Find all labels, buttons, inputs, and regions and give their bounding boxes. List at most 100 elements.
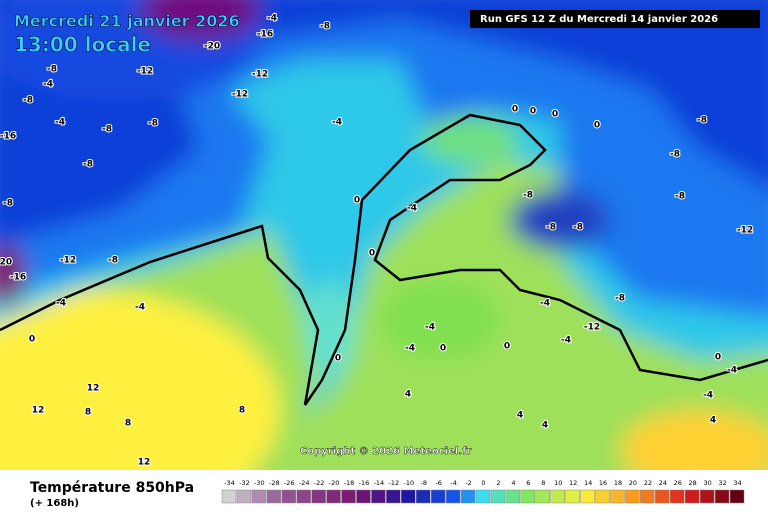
zero-isotherm xyxy=(0,113,768,406)
scale-label: -22 xyxy=(314,479,325,487)
scale-label: 16 xyxy=(599,479,607,487)
copyright: Copyright © 2026 Meteociel.fr xyxy=(300,446,471,457)
scale-label: 14 xyxy=(584,479,592,487)
contour-label: -4 xyxy=(727,366,737,376)
contour-label: 8 xyxy=(85,408,91,418)
contour-label: -8 xyxy=(615,294,625,304)
scale-label: 24 xyxy=(659,479,667,487)
contour-label: -12 xyxy=(60,256,76,266)
scale-swatch xyxy=(580,489,595,504)
scale-swatch xyxy=(610,489,625,504)
scale-swatch xyxy=(565,489,580,504)
scale-label: 32 xyxy=(718,479,726,487)
contour-label: -4 xyxy=(43,80,53,90)
scale-swatch xyxy=(550,489,565,504)
contour-label: 12 xyxy=(32,406,45,416)
scale-label: 12 xyxy=(569,479,577,487)
scale-label: 20 xyxy=(629,479,637,487)
contour-label: 0 xyxy=(715,353,721,363)
scale-swatch xyxy=(684,489,700,504)
contour-label: 0 xyxy=(29,335,35,345)
scale-label: 26 xyxy=(674,479,682,487)
scale-label: 0 xyxy=(481,479,485,487)
contour-label: 0 xyxy=(594,121,600,131)
scale-swatch xyxy=(356,489,371,504)
contour-label: 4 xyxy=(517,411,523,421)
contour-label: 8 xyxy=(239,406,245,416)
scale-swatch xyxy=(729,489,745,504)
contour-label: -8 xyxy=(108,256,118,266)
contour-label: 4 xyxy=(710,416,716,426)
contour-label: -16 xyxy=(10,273,26,283)
contour-label: 8 xyxy=(125,419,131,429)
scale-swatch xyxy=(236,489,252,504)
contour-label: -12 xyxy=(137,67,153,77)
scale-swatch xyxy=(714,489,730,504)
scale-swatch xyxy=(221,489,237,504)
contour-label: 12 xyxy=(138,458,151,468)
contour-label: 0 xyxy=(440,344,446,354)
contour-label: -8 xyxy=(546,223,556,233)
scale-label: 2 xyxy=(496,479,500,487)
contour-label: -8 xyxy=(47,65,57,75)
scale-label: 30 xyxy=(704,479,712,487)
scale-swatch xyxy=(595,489,610,504)
contour-label: -12 xyxy=(252,70,268,80)
contour-label: -8 xyxy=(675,192,685,202)
scale-label: -20 xyxy=(329,479,340,487)
scale-swatch xyxy=(460,489,476,504)
scale-label: -14 xyxy=(374,479,385,487)
scale-swatch xyxy=(311,489,326,504)
date-title: Mercredi 21 janvier 2026 xyxy=(14,12,240,31)
scale-label: 34 xyxy=(733,479,741,487)
scale-swatch xyxy=(640,489,655,504)
scale-swatch xyxy=(266,489,282,504)
scale-label: -4 xyxy=(450,479,456,487)
contour-label: 12 xyxy=(87,384,100,394)
contour-label: 0 xyxy=(369,249,375,259)
scale-label: 8 xyxy=(541,479,545,487)
scale-swatch xyxy=(625,489,640,504)
scale-swatch xyxy=(445,489,461,504)
scale-label: -8 xyxy=(420,479,426,487)
contour-label: -8 xyxy=(23,96,33,106)
scale-label: 6 xyxy=(526,479,530,487)
scale-swatch xyxy=(281,489,296,504)
contour-label: -4 xyxy=(425,323,435,333)
scale-label: -24 xyxy=(299,479,310,487)
scale-label: -12 xyxy=(389,479,400,487)
contour-label: -20 xyxy=(204,42,220,52)
scale-label: -10 xyxy=(403,479,414,487)
scale-label: 18 xyxy=(614,479,622,487)
time-title: 13:00 locale xyxy=(14,33,151,57)
scale-label: -16 xyxy=(359,479,370,487)
scale-swatch xyxy=(520,489,536,504)
run-info: Run GFS 12 Z du Mercredi 14 janvier 2026 xyxy=(480,14,718,25)
scale-swatch xyxy=(670,489,685,504)
contour-label: -20 xyxy=(0,258,12,268)
scale-swatch xyxy=(296,489,311,504)
contour-label: -8 xyxy=(3,199,13,209)
scale-swatch xyxy=(505,489,521,504)
scale-swatch xyxy=(401,489,416,504)
contour-label: 4 xyxy=(542,421,548,431)
contour-label: -12 xyxy=(584,323,600,333)
legend-lead: (+ 168h) xyxy=(30,498,79,509)
contour-label: -4 xyxy=(332,118,342,128)
scale-swatch xyxy=(475,489,491,504)
scale-swatch xyxy=(416,489,431,504)
contour-label: 0 xyxy=(335,354,341,364)
scale-swatch xyxy=(386,489,401,504)
scale-label: -26 xyxy=(284,479,295,487)
scale-swatch xyxy=(251,489,267,504)
scale-swatch xyxy=(490,489,506,504)
contour-label: -4 xyxy=(407,204,417,214)
scale-label: -34 xyxy=(224,479,235,487)
contour-label: 0 xyxy=(552,110,558,120)
scale-label: -6 xyxy=(435,479,441,487)
scale-swatch xyxy=(326,489,341,504)
contour-label: 0 xyxy=(530,107,536,117)
contour-label: -4 xyxy=(56,299,66,309)
contour-label: -8 xyxy=(102,125,112,135)
